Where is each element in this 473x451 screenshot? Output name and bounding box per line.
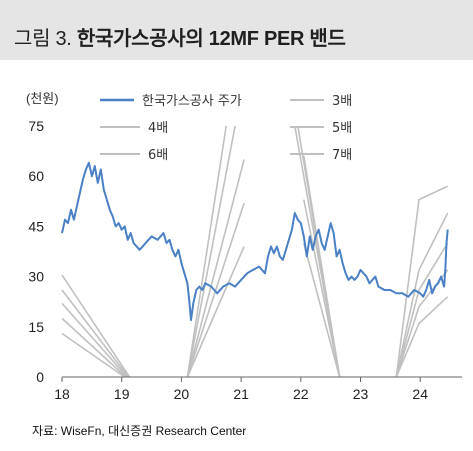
- y-tick-label: 60: [28, 168, 44, 184]
- figure-title: 한국가스공사의 12MF PER 밴드: [76, 28, 346, 50]
- x-tick-label: 18: [54, 386, 70, 402]
- chart-title: 그림 3. 한국가스공사의 12MF PER 밴드: [14, 22, 346, 51]
- band-line-6배-1: [61, 289, 129, 378]
- figure-number: 그림 3.: [14, 28, 72, 50]
- band-line-7배-1: [61, 274, 131, 378]
- legend-label-price: 한국가스공사 주가: [142, 94, 242, 109]
- band-line-5배-4: [395, 242, 449, 378]
- band-line-3배-1: [61, 332, 126, 378]
- band-line-7배-4: [395, 185, 449, 378]
- y-tick-label: 0: [36, 369, 44, 385]
- y-unit-label: (천원): [26, 91, 59, 106]
- band-line-6배-2: [186, 125, 236, 378]
- band-line-5배-1: [61, 302, 128, 378]
- legend-label-band_7x: 7배: [332, 148, 352, 163]
- y-tick-label: 30: [28, 269, 44, 285]
- y-tick-label: 45: [28, 218, 44, 234]
- axes: 0 15 30 45 60 75 18 19 20 21 22 23 24: [28, 118, 462, 402]
- band-line-7배-2: [186, 125, 227, 378]
- legend-label-band_3x: 3배: [332, 94, 352, 109]
- x-tick-label: 19: [114, 386, 130, 402]
- legend-label-band_4x: 4배: [148, 121, 168, 136]
- band-line-5배-2: [186, 159, 245, 378]
- source-note: 자료: WiseFn, 대신증권 Research Center: [32, 424, 247, 438]
- band-line-6배-4: [395, 212, 449, 378]
- price-line-group: [61, 161, 449, 322]
- y-tick-label: 15: [28, 319, 44, 335]
- x-tick-label: 22: [293, 386, 309, 402]
- x-tick-label: 23: [353, 386, 369, 402]
- price-line: [61, 161, 449, 322]
- x-tick-label: 20: [174, 386, 190, 402]
- legend-label-band_5x: 5배: [332, 121, 352, 136]
- x-tick-label: 21: [233, 386, 249, 402]
- band-line-3배-2: [186, 246, 245, 378]
- x-tick-label: 24: [412, 386, 428, 402]
- band-line-7배-3: [294, 125, 341, 378]
- band-line-4배-2: [186, 202, 245, 378]
- title-bar: 그림 3. 한국가스공사의 12MF PER 밴드: [0, 0, 473, 60]
- band-line-3배-4: [395, 296, 449, 378]
- band-lines: [61, 125, 449, 378]
- band-line-4배-1: [61, 317, 127, 378]
- band-line-3배-3: [303, 242, 341, 378]
- y-tick-label: 75: [28, 118, 44, 134]
- legend: 한국가스공사 주가 3배 4배 5배 6배 7배: [100, 94, 352, 163]
- legend-label-band_6x: 6배: [148, 148, 168, 163]
